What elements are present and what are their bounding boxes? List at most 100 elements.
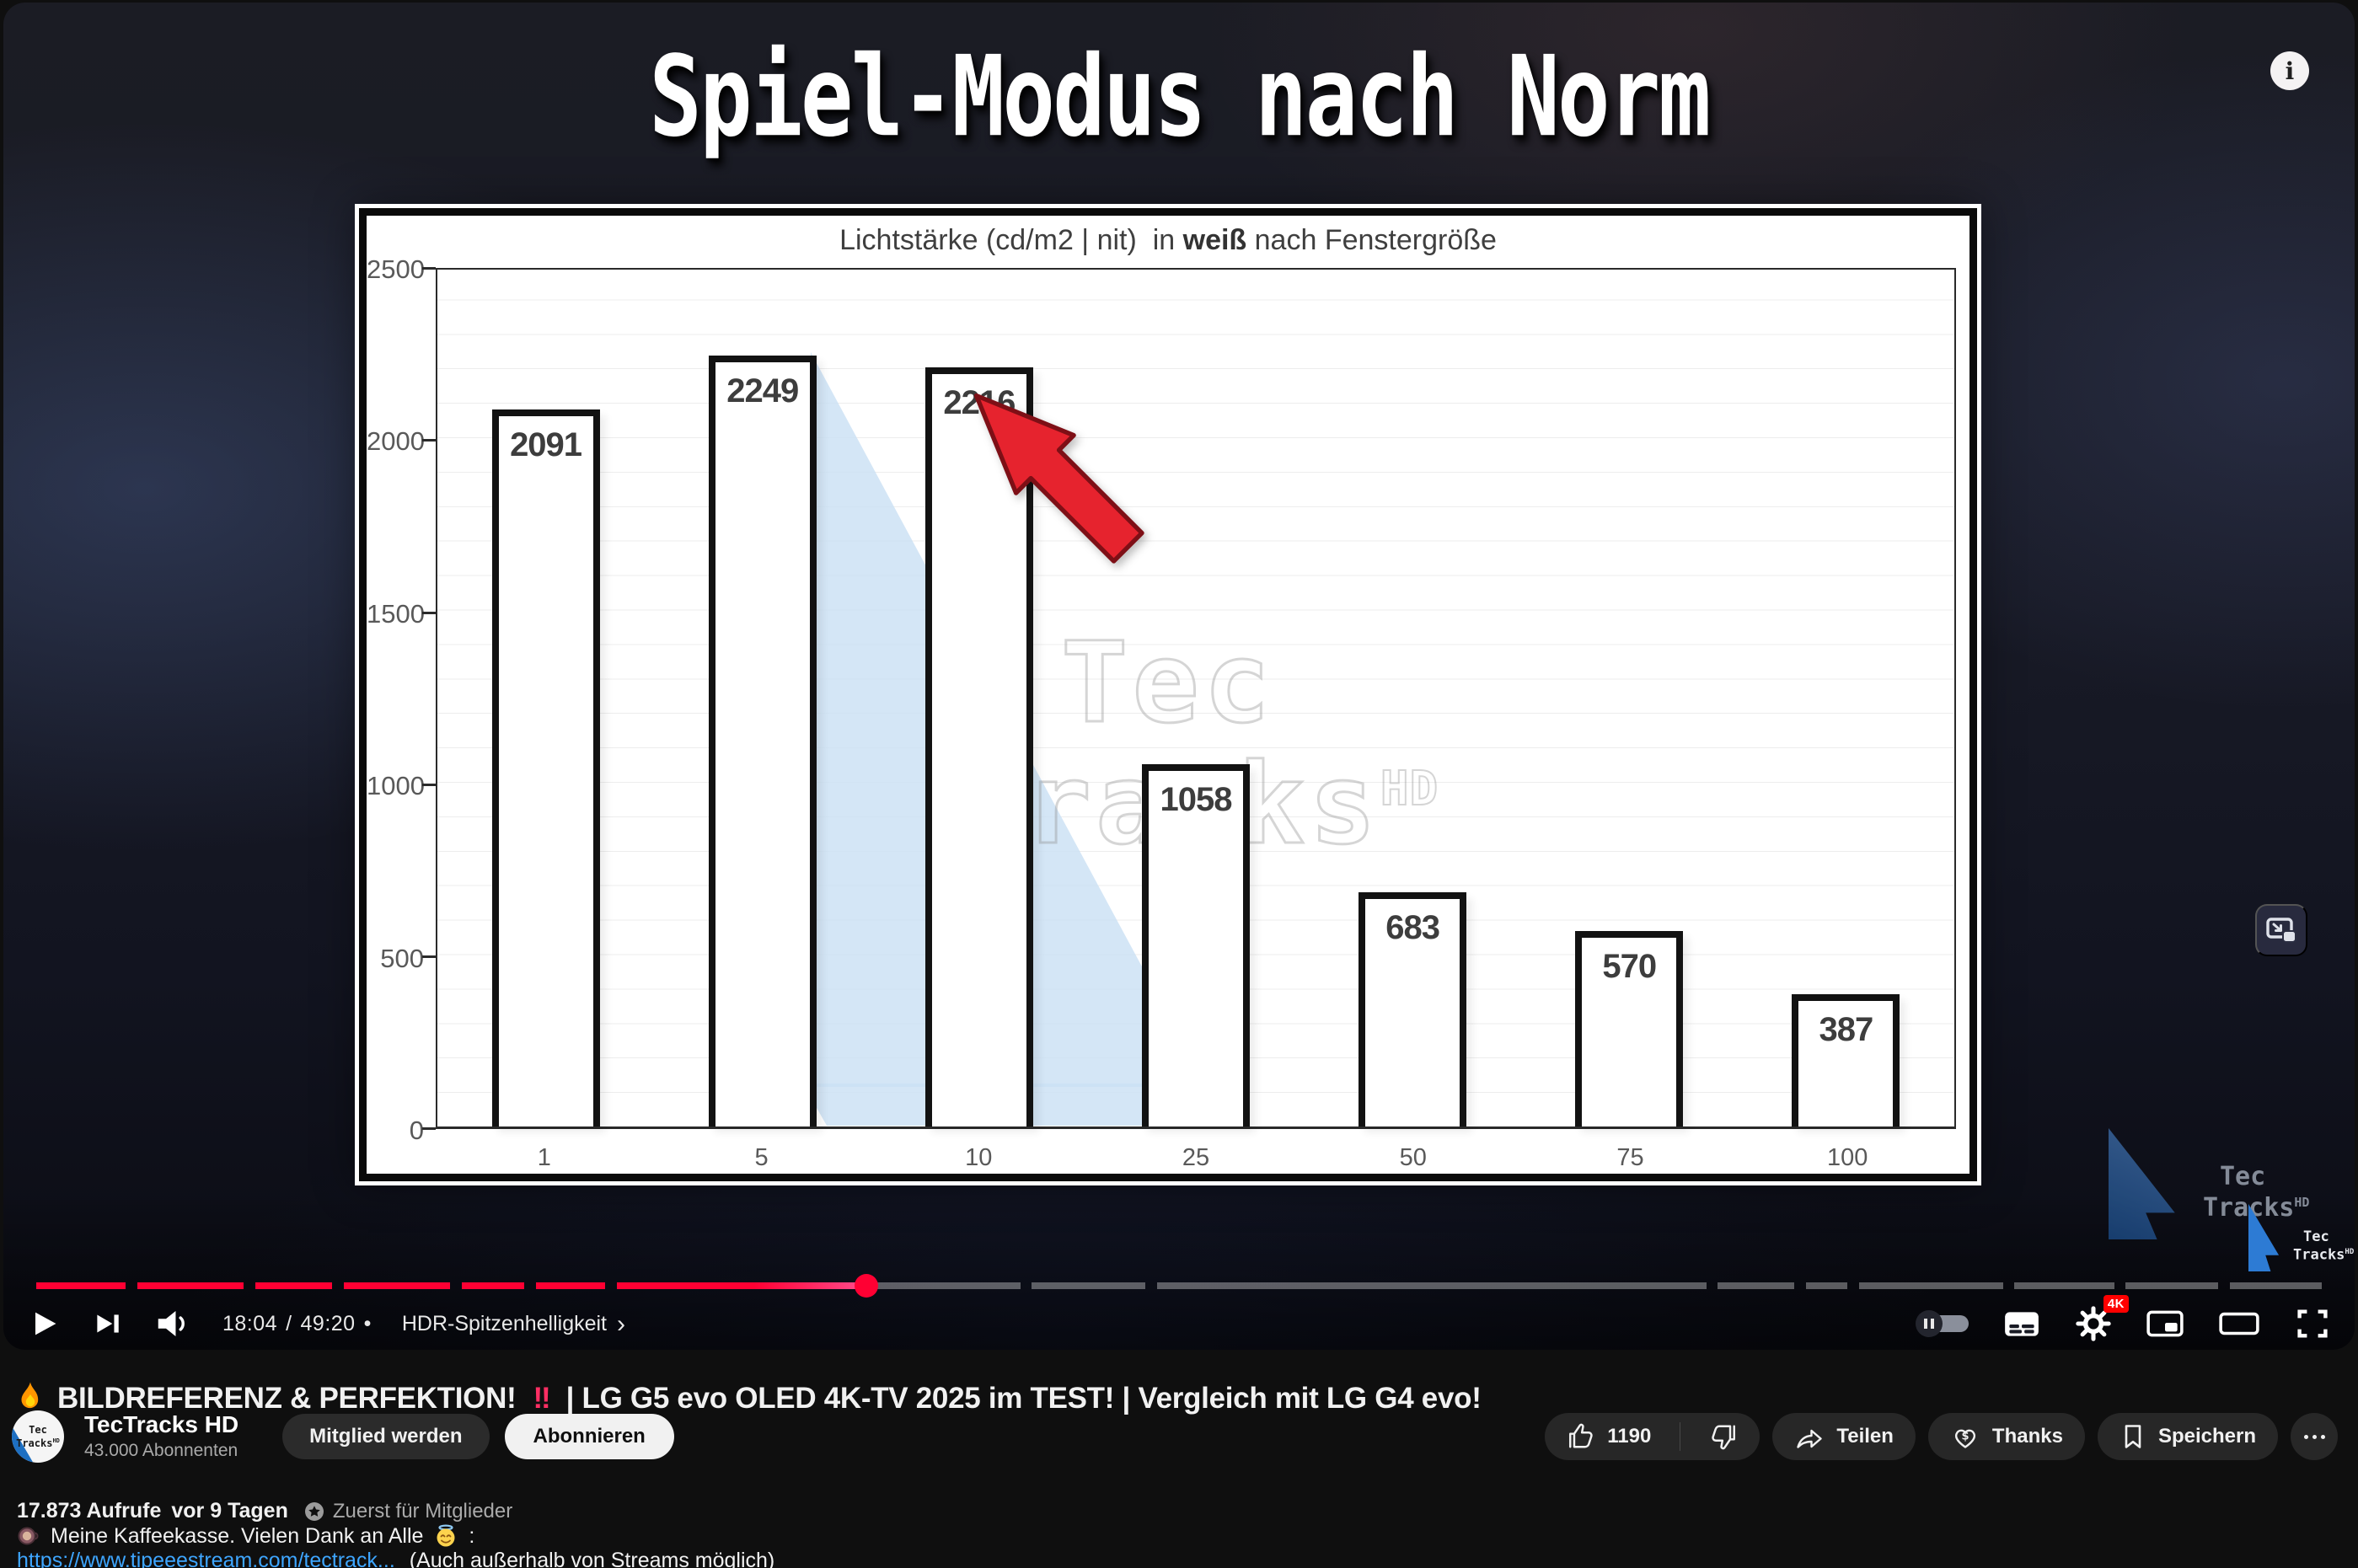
bar-10pct: 2216 <box>924 367 1033 1126</box>
settings-button[interactable]: 4K <box>2075 1295 2129 1342</box>
chapter-segment[interactable] <box>1859 1282 2003 1289</box>
bar-column: 2091 <box>437 270 654 1126</box>
thumbs-down-icon <box>1712 1425 1736 1450</box>
members-first-label: Zuerst für Mitglieder <box>332 1499 513 1523</box>
thanks-button[interactable]: $ Thanks <box>1927 1413 2085 1460</box>
chapter-segment[interactable] <box>2230 1282 2322 1289</box>
chapter-segment[interactable] <box>2125 1282 2219 1289</box>
theater-mode-button[interactable] <box>2218 1308 2260 1340</box>
join-button[interactable]: Mitglied werden <box>282 1414 490 1459</box>
chapter-segment[interactable] <box>461 1282 525 1289</box>
chevron-right-icon: › <box>617 1309 625 1338</box>
bar-value: 683 <box>1385 909 1440 947</box>
quality-badge: 4K <box>2103 1295 2129 1313</box>
bookmark-icon <box>2125 1425 2141 1448</box>
y-axis-tick <box>422 439 436 442</box>
y-axis-tick <box>422 612 436 614</box>
bar-50pct: 683 <box>1359 892 1467 1126</box>
members-badge-icon <box>304 1501 324 1521</box>
chart-plot-area: Tec TracksHD 2091 2249 2216 1058 683 570… <box>436 268 1956 1129</box>
y-axis-label: 2000 <box>367 426 425 456</box>
chapter-segment[interactable] <box>1156 1282 1707 1289</box>
subscriber-count: 43.000 Abonnenten <box>84 1441 238 1460</box>
chapter-segment[interactable] <box>255 1282 332 1289</box>
channel-row: Tec TracksHD TecTracks HD 43.000 Abonnen… <box>12 1409 2338 1464</box>
fullscreen-icon <box>2297 1309 2328 1338</box>
video-player[interactable]: Spiel-Modus nach Norm i Lichtstärke (cd/… <box>3 3 2355 1350</box>
video-meta: 17.873 Aufrufe vor 9 Tagen Zuerst für Mi… <box>17 1499 512 1523</box>
chapter-segment[interactable] <box>343 1282 451 1289</box>
time-current: 18:04 <box>222 1311 278 1335</box>
video-title: BILDREFERENZ & PERFEKTION! ‼ | LG G5 evo… <box>17 1381 1482 1416</box>
play-icon <box>35 1312 56 1335</box>
autoplay-toggle[interactable] <box>1916 1310 1969 1337</box>
channel-avatar[interactable]: Tec TracksHD <box>12 1410 64 1463</box>
y-axis-label: 2500 <box>367 254 425 284</box>
more-button[interactable] <box>2291 1413 2338 1460</box>
save-button[interactable]: Speichern <box>2097 1413 2278 1460</box>
like-dislike-pill: 1190 <box>1545 1413 1760 1460</box>
chart-title: Lichtstärke (cd/m2 | nit) in weiß nach F… <box>839 224 1497 256</box>
bar-value: 570 <box>1602 948 1657 986</box>
chapter-segment[interactable] <box>36 1282 126 1289</box>
chapter-button[interactable]: HDR-Spitzenhelligkeit › <box>402 1309 625 1338</box>
bar-column: 2249 <box>654 270 871 1126</box>
y-axis-label: 500 <box>380 944 424 973</box>
time-separator: / <box>286 1311 292 1335</box>
progress-scrubber[interactable] <box>854 1274 878 1298</box>
next-button[interactable] <box>91 1308 123 1340</box>
bar-value: 2249 <box>726 372 799 410</box>
video-title-part1: BILDREFERENZ & PERFEKTION! <box>57 1382 517 1415</box>
tectracks-sail-icon <box>2248 1204 2280 1271</box>
time-display: 18:04 / 49:20 • <box>222 1312 372 1336</box>
bar-1pct: 2091 <box>491 409 600 1126</box>
dislike-button[interactable] <box>1692 1413 1760 1460</box>
bar-value: 1058 <box>1160 780 1232 818</box>
miniplayer-button[interactable] <box>2146 1308 2184 1340</box>
chart-slide: Lichtstärke (cd/m2 | nit) in weiß nach F… <box>355 204 1981 1185</box>
pip-button[interactable] <box>2255 904 2307 956</box>
subtitles-button[interactable] <box>2002 1307 2041 1341</box>
bar-100pct: 387 <box>1792 993 1900 1126</box>
y-axis-tick <box>422 267 436 270</box>
gear-icon <box>2076 1306 2111 1341</box>
heart-dollar-icon: $ <box>1954 1429 1975 1448</box>
play-button[interactable] <box>27 1306 61 1341</box>
x-axis-labels: 1 5 10 25 50 75 100 <box>537 1144 1868 1171</box>
volume-button[interactable] <box>153 1307 192 1341</box>
coffee-emoji <box>18 1527 39 1545</box>
like-button[interactable]: 1190 <box>1545 1413 1668 1460</box>
thumbs-up-icon <box>1569 1423 1593 1448</box>
video-title-part2: | LG G5 evo OLED 4K-TV 2025 im TEST! | V… <box>565 1382 1482 1415</box>
chapter-segment[interactable] <box>137 1282 244 1289</box>
player-controls: 18:04 / 49:20 • HDR-Spitzenhelligkeit › <box>3 1295 2355 1349</box>
description-text: Meine Kaffeekasse. Vielen Dank an Alle <box>51 1523 424 1548</box>
y-axis-tick <box>422 1127 436 1130</box>
chapter-segment[interactable] <box>2014 1282 2114 1289</box>
fullscreen-button[interactable] <box>2294 1305 2331 1342</box>
bar-value: 387 <box>1819 1010 1874 1048</box>
share-button[interactable]: Teilen <box>1772 1413 1916 1460</box>
chapter-segment[interactable] <box>617 1282 866 1289</box>
chapter-segment[interactable] <box>1032 1282 1146 1289</box>
chapter-segment[interactable] <box>535 1282 606 1289</box>
chapter-segment[interactable] <box>1718 1282 1795 1289</box>
view-count: 17.873 Aufrufe <box>17 1499 162 1523</box>
next-icon <box>97 1314 119 1333</box>
bar-column: 683 <box>1305 270 1521 1126</box>
info-icon: i <box>2285 56 2295 85</box>
chapter-segment[interactable] <box>1805 1282 1848 1289</box>
tipeeestream-link[interactable]: https://www.tipeeestream.com/tectrack... <box>17 1549 395 1568</box>
channel-name[interactable]: TecTracks HD <box>84 1411 239 1437</box>
progress-bar[interactable] <box>20 1274 2338 1298</box>
red-arrow-annotation <box>973 393 1144 564</box>
tectracks-sail-icon <box>2109 1128 2175 1239</box>
bar-5pct: 2249 <box>708 356 817 1126</box>
y-axis-label: 1500 <box>367 599 425 629</box>
subscribe-button[interactable]: Abonnieren <box>504 1414 674 1459</box>
chapter-segment[interactable] <box>865 1282 1021 1289</box>
volume-icon <box>158 1311 185 1336</box>
info-button[interactable]: i <box>2270 51 2309 90</box>
video-slide-headline: Spiel-Modus nach Norm <box>649 31 1711 162</box>
